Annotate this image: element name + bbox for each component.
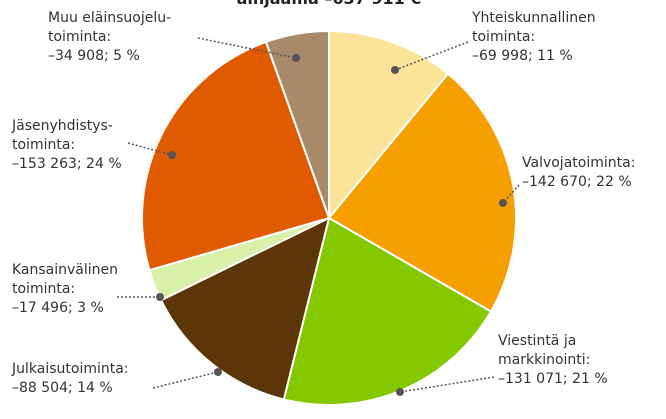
value-label: –131 071; 21 %: [498, 371, 608, 387]
pie-slice: [327, 72, 517, 313]
leader-dot: [396, 388, 404, 396]
leader-dot: [499, 199, 507, 207]
pie-slice: [328, 29, 450, 221]
slice-label: Yhteiskunnallinen toiminta: –69 998; 11 %: [471, 10, 596, 64]
leader-line: [197, 37, 297, 59]
category-line: toiminta:: [472, 29, 535, 45]
category-label: Viestintä ja markkinointi:: [498, 333, 590, 368]
slice-label: Valvojatoiminta: –142 670; 22 %: [522, 155, 635, 190]
value-label: –153 263; 24 %: [12, 156, 122, 172]
value-label: –17 496; 3 %: [12, 300, 104, 316]
slice-label: Jäsenyhdistys-toiminta: –153 263; 24 %: [11, 118, 122, 172]
pie-slice: [159, 216, 331, 401]
leader-line: [394, 41, 469, 71]
category-line: Valvojatoiminta:: [522, 155, 635, 171]
leader-dot: [391, 66, 399, 74]
pie-slice: [264, 29, 330, 219]
category-label: Jäsenyhdistys-toiminta:: [11, 118, 113, 153]
category-line: toiminta:: [12, 281, 75, 297]
category-line: Yhteiskunnallinen: [471, 10, 596, 26]
chart-title: aihjaama –637 911 €: [237, 0, 422, 8]
category-label: Julkaisutoiminta:: [11, 361, 129, 377]
value-label: –142 670; 22 %: [522, 174, 632, 190]
leader-line: [152, 371, 219, 389]
category-line: Julkaisutoiminta:: [11, 361, 129, 377]
pie-slice: [141, 40, 331, 272]
value-label: –34 908; 5 %: [48, 48, 140, 64]
leader-line: [502, 184, 520, 204]
category-line: markkinointi:: [498, 352, 590, 368]
slice-label: Viestintä ja markkinointi: –131 071; 21 %: [498, 333, 608, 387]
slice-label: Julkaisutoiminta: –88 504; 14 %: [11, 361, 129, 396]
category-label: Yhteiskunnallinen toiminta:: [471, 10, 596, 45]
leader-dot: [292, 54, 300, 62]
slice-label: Kansainvälinen toiminta: –17 496; 3 %: [12, 262, 118, 316]
leader-dot: [156, 293, 164, 301]
leader-dot: [214, 368, 222, 376]
category-line: Viestintä ja: [498, 333, 576, 349]
category-line: Muu eläinsuojelu-: [48, 10, 171, 26]
category-line: toiminta:: [12, 137, 75, 153]
category-line: Jäsenyhdistys-: [11, 118, 113, 134]
category-line: Kansainvälinen: [12, 262, 118, 278]
category-label: Kansainvälinen toiminta:: [12, 262, 118, 297]
value-label: –88 504; 14 %: [12, 380, 113, 396]
category-label: Valvojatoiminta:: [522, 155, 635, 171]
category-line: toiminta:: [48, 29, 111, 45]
value-label: –69 998; 11 %: [472, 48, 573, 64]
slice-label: Muu eläinsuojelu-toiminta: –34 908; 5 %: [48, 10, 171, 64]
category-label: Muu eläinsuojelu-toiminta:: [48, 10, 171, 45]
leader-dot: [168, 151, 176, 159]
